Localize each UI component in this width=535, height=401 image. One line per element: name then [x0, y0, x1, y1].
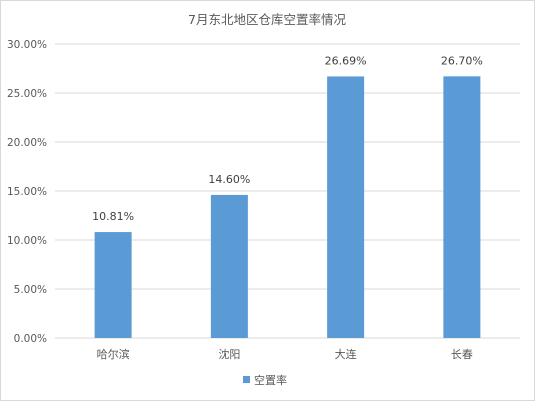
legend: 空置率	[243, 373, 287, 387]
data-labels: 10.81% 14.60% 26.69% 26.70%	[92, 54, 483, 223]
x-category-label: 沈阳	[218, 347, 240, 361]
x-category-label: 哈尔滨	[97, 347, 130, 361]
y-tick-label: 0.00%	[14, 333, 47, 345]
x-category-label: 长春	[451, 348, 473, 361]
x-axis-categories: 哈尔滨 沈阳 大连 长春	[97, 347, 473, 361]
data-label: 10.81%	[92, 210, 134, 223]
legend-label: 空置率	[254, 373, 287, 387]
gridlines	[55, 43, 520, 339]
bar-3	[327, 76, 365, 339]
data-label: 26.70%	[441, 54, 483, 67]
y-axis-ticks: 0.00% 5.00% 10.00% 15.00% 20.00% 25.00% 30.00%	[7, 39, 47, 345]
legend-swatch	[243, 376, 250, 383]
bar-1	[94, 232, 132, 338]
data-label: 14.60%	[208, 173, 250, 186]
bars	[94, 76, 481, 339]
y-tick-label: 5.00%	[14, 284, 47, 296]
y-tick-label: 10.00%	[7, 235, 47, 247]
y-tick-label: 20.00%	[7, 137, 47, 149]
y-tick-label: 30.00%	[7, 39, 47, 51]
chart-title: 7月东北地区仓库空置率情况	[188, 12, 346, 27]
x-category-label: 大连	[335, 347, 357, 361]
bar-4	[443, 76, 481, 338]
y-tick-label: 25.00%	[7, 88, 47, 100]
y-tick-label: 15.00%	[7, 186, 47, 198]
data-label: 26.69%	[325, 54, 367, 67]
bar-2	[210, 194, 248, 338]
